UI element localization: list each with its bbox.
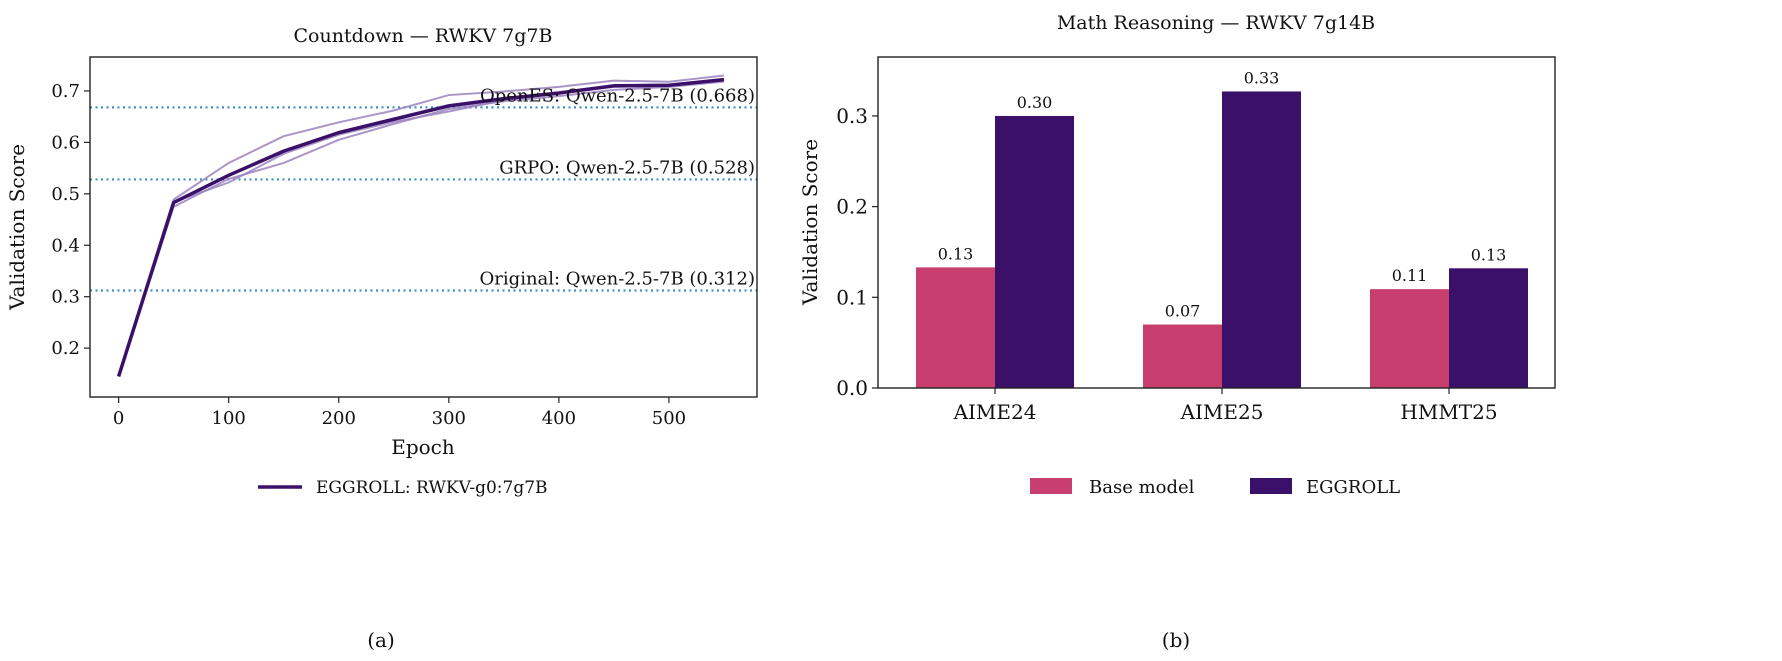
countdown-line-chart: Countdown — RWKV 7g7B Epoch Validation S…: [5, 25, 758, 652]
plot-frame: [89, 56, 758, 398]
x-tick-label: AIME25: [1180, 400, 1264, 424]
bar-base-model: [916, 267, 995, 388]
y-tick-label: 0.0: [836, 376, 868, 400]
x-tick-label: AIME24: [953, 400, 1037, 424]
seed-run-line: [117, 80, 725, 377]
right-caption: (b): [1162, 628, 1190, 652]
x-tick-label: 400: [542, 408, 576, 429]
right-y-axis-label: Validation Score: [798, 139, 822, 306]
reference-line-label: GRPO: Qwen-2.5-7B (0.528): [499, 157, 755, 178]
legend-label: EGGROLL: [1306, 477, 1400, 498]
x-tick-label: 300: [432, 408, 466, 429]
y-tick-label: 0.3: [51, 287, 80, 308]
seed-run-line: [117, 74, 725, 377]
legend-swatch-base-model: [1030, 478, 1072, 494]
series-line-eggroll: [116, 77, 725, 377]
left-caption: (a): [367, 628, 395, 652]
seed-run-line: [117, 79, 725, 377]
x-tick-label: HMMT25: [1400, 400, 1497, 424]
y-tick-label: 0.7: [51, 81, 80, 102]
legend-label: Base model: [1089, 477, 1195, 498]
bar-eggroll: [1222, 91, 1301, 389]
reference-line-label: Original: Qwen-2.5-7B (0.312): [480, 269, 755, 290]
math-reasoning-bar-chart: Math Reasoning — RWKV 7g14B Validation S…: [798, 12, 1556, 652]
left-y-axis-label: Validation Score: [5, 144, 29, 311]
bar-value-label: 0.13: [1471, 245, 1507, 264]
y-tick-label: 0.2: [836, 195, 868, 219]
x-tick-label: 200: [322, 408, 356, 429]
legend-swatch-eggroll: [1250, 478, 1292, 494]
right-chart-title: Math Reasoning — RWKV 7g14B: [1057, 12, 1375, 34]
x-tick-label: 100: [212, 408, 246, 429]
y-tick-label: 0.4: [51, 235, 80, 256]
y-tick-label: 0.2: [51, 338, 80, 359]
left-x-axis-label: Epoch: [391, 435, 455, 459]
y-tick-label: 0.3: [836, 104, 868, 128]
left-chart-title: Countdown — RWKV 7g7B: [294, 25, 553, 47]
y-tick-label: 0.1: [836, 285, 868, 309]
bar-value-label: 0.07: [1165, 302, 1201, 321]
bar-eggroll: [995, 115, 1074, 389]
bar-value-label: 0.33: [1244, 68, 1280, 87]
reference-line-label: OpenES: Qwen-2.5-7B (0.668): [480, 85, 755, 106]
legend-label: EGGROLL: RWKV-g0:7g7B: [316, 478, 548, 498]
bar-value-label: 0.11: [1392, 266, 1428, 285]
bar-value-label: 0.13: [938, 244, 974, 263]
plot-frame: [877, 56, 1556, 389]
bar-base-model: [1143, 324, 1222, 388]
x-tick-label: 500: [652, 408, 686, 429]
bar-value-label: 0.30: [1017, 93, 1053, 112]
y-tick-label: 0.5: [51, 184, 80, 205]
x-tick-label: 0: [113, 408, 124, 429]
bar-eggroll: [1449, 268, 1528, 388]
y-tick-label: 0.6: [51, 132, 80, 153]
bar-base-model: [1370, 289, 1449, 388]
